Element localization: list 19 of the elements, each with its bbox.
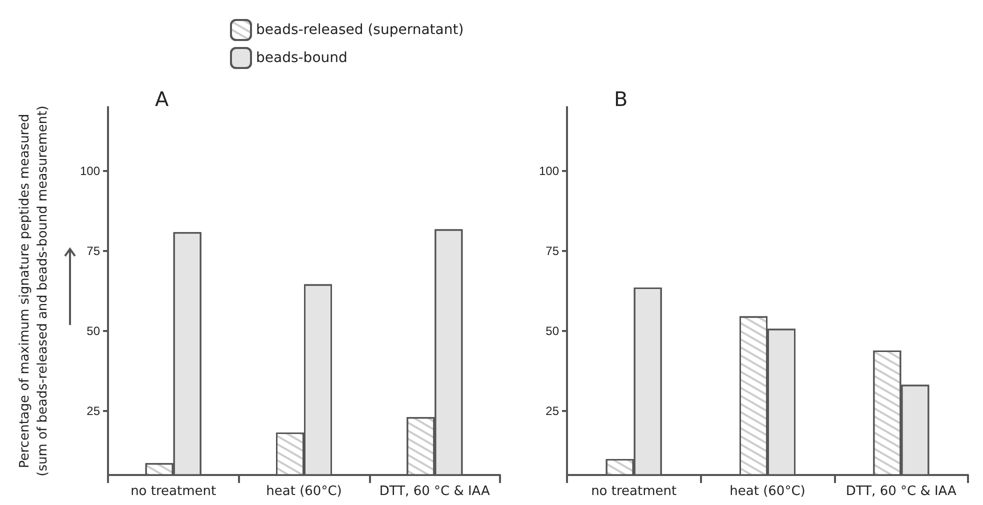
x-tick-label: heat (60°C)	[266, 484, 342, 499]
chart-title: A	[155, 87, 169, 111]
x-tick-label: no treatment	[130, 484, 216, 499]
y-axis-title: Percentage of maximum signature peptides measured (sum of beads-released and beads-bound measurement)	[18, 106, 50, 476]
y-tick-label: 50	[546, 324, 560, 338]
y-tick-label: 25	[546, 404, 560, 418]
y-tick-label: 100	[80, 164, 100, 178]
legend-label: beads-bound	[256, 50, 348, 66]
y-tick-label: 25	[86, 404, 100, 418]
x-tick-label: heat (60°C)	[730, 484, 806, 499]
y-tick-label: 100	[538, 164, 560, 178]
x-tick-label: DTT, 60 °C & IAA	[846, 484, 957, 499]
x-tick-label: DTT, 60 °C & IAA	[379, 484, 490, 499]
y-tick-label: 75	[86, 244, 100, 258]
x-tick-label: no treatment	[591, 484, 677, 499]
y-tick-label: 75	[546, 244, 560, 258]
legend-label: beads-released (supernatant)	[256, 22, 464, 38]
chart-title: B	[614, 87, 628, 111]
y-tick-label: 50	[86, 324, 100, 338]
